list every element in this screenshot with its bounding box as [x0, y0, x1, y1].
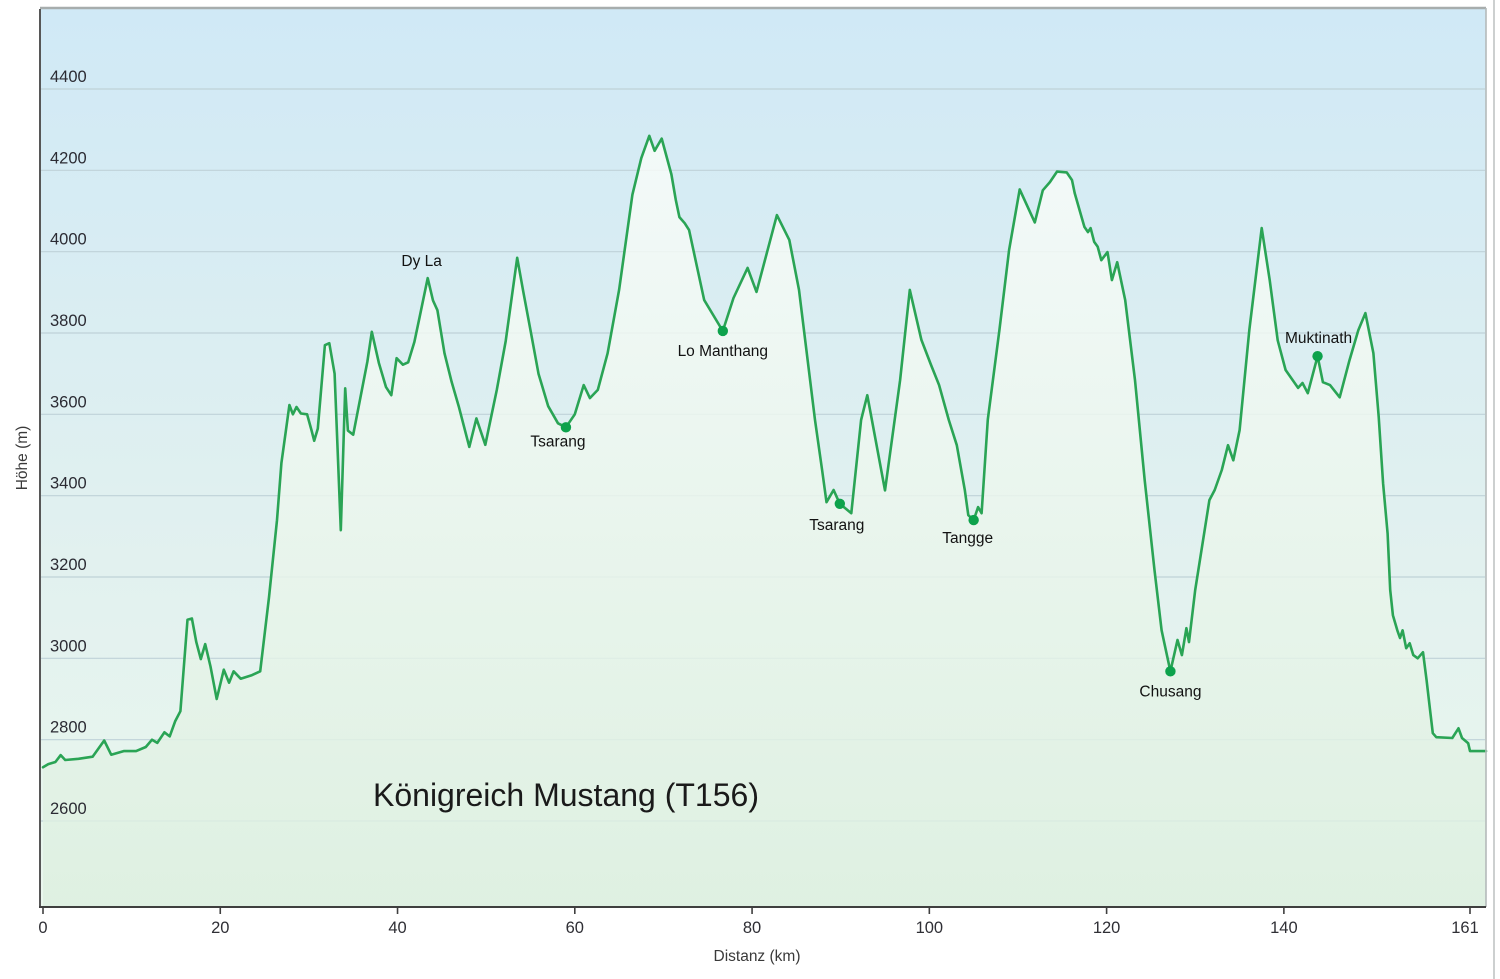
x-tick-label-20: 20	[211, 919, 229, 937]
x-tick-label-120: 120	[1093, 919, 1121, 937]
waypoint-label-tangge: Tangge	[942, 530, 993, 547]
x-tick-label-100: 100	[916, 919, 944, 937]
waypoint-marker-chusang	[1165, 666, 1176, 677]
profile-line	[41, 134, 1488, 769]
waypoint-label-dy-la: Dy La	[401, 253, 442, 270]
y-tick-label-4200: 4200	[50, 149, 87, 167]
y-tick-label-3200: 3200	[50, 556, 87, 574]
waypoint-marker-tsarang	[560, 422, 572, 433]
y-axis-tick-labels: 2600 2800 3000 3200 3400 3600 3800 4000 4200 4400	[50, 68, 87, 818]
y-tick-label-3800: 3800	[50, 312, 87, 330]
profile-area	[43, 135, 1486, 908]
x-axis-ticks: 0 20 40 60 80 100 120 140 161	[38, 907, 1479, 937]
y-tick-label-3400: 3400	[50, 475, 87, 493]
elevation-area-fill	[43, 135, 1486, 908]
waypoint-label-lo-manthang: Lo Manthang	[678, 343, 769, 360]
y-tick-label-3000: 3000	[50, 637, 87, 655]
waypoint-label-tsarang: Tsarang	[530, 433, 585, 450]
y-tick-label-4000: 4000	[50, 231, 87, 249]
waypoint-label-muktinath: Muktinath	[1285, 330, 1352, 347]
y-tick-label-3600: 3600	[50, 393, 87, 411]
elevation-line	[41, 134, 1488, 769]
x-tick-label-140: 140	[1270, 919, 1298, 937]
waypoint-label-chusang: Chusang	[1139, 683, 1201, 700]
waypoint-marker-tangge	[968, 514, 979, 526]
waypoint-marker-muktinath	[1312, 350, 1323, 362]
x-tick-label-80: 80	[743, 919, 761, 937]
x-tick-label-40: 40	[388, 919, 406, 937]
y-tick-label-4400: 4400	[50, 68, 87, 86]
chart-title: Königreich Mustang (T156)	[373, 777, 759, 813]
waypoint-marker-lo-manthang	[717, 325, 729, 337]
x-tick-label-0: 0	[38, 919, 47, 937]
waypoint-marker-tsarang	[834, 498, 846, 509]
waypoints: Dy La Tsarang Lo Manthang Tsarang Tangge Chus…	[401, 253, 1352, 700]
x-tick-label-60: 60	[566, 919, 584, 937]
waypoint-label-tsarang: Tsarang	[809, 517, 864, 534]
y-tick-label-2800: 2800	[50, 719, 87, 737]
y-axis-title: Höhe (m)	[14, 426, 31, 491]
x-tick-label-161: 161	[1451, 919, 1479, 937]
y-tick-label-2600: 2600	[50, 800, 87, 818]
x-axis-title: Distanz (km)	[714, 948, 801, 965]
